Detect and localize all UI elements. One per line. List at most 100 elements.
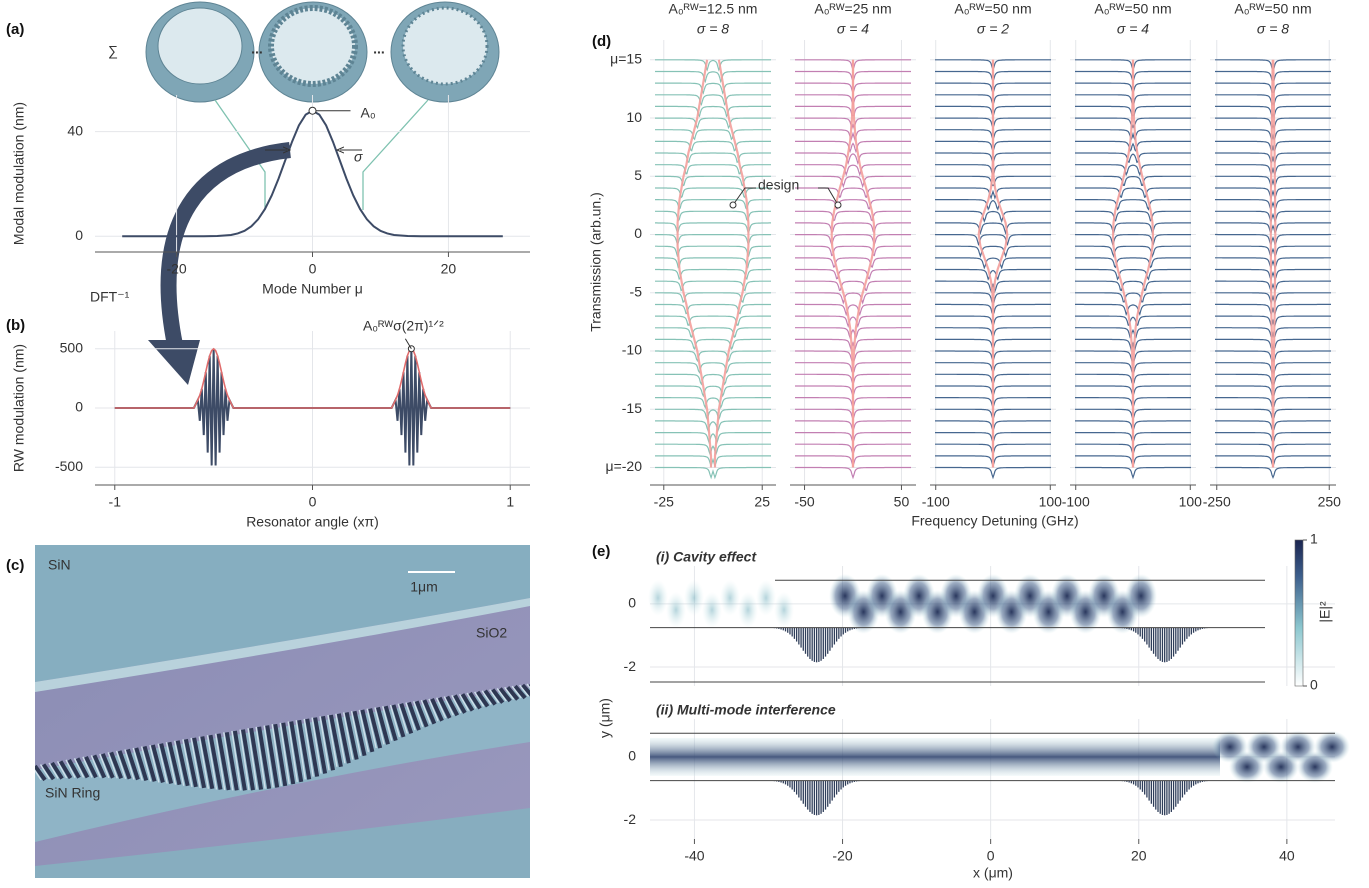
spectrum-trace — [655, 222, 771, 234]
grating-tooth-edge — [247, 728, 258, 790]
grating-tooth — [506, 686, 520, 701]
sin-bottom — [35, 808, 530, 878]
grating-tooth-edge — [157, 743, 168, 784]
spectrum-trace — [655, 94, 771, 107]
spectrum-trace — [655, 408, 771, 421]
panel-title: A₀ᴿᵂ=12.5 nm — [669, 1, 758, 17]
grating-tooth — [134, 747, 149, 782]
grating-tooth — [109, 751, 124, 779]
y-tick-label: 0 — [75, 399, 83, 415]
annotation: A₀ — [361, 104, 376, 120]
grating-tooth — [273, 723, 288, 787]
spectrum-trace — [655, 338, 771, 351]
grating-tooth-edge — [358, 709, 370, 753]
spectrum-trace — [655, 268, 771, 281]
annotation-dot — [834, 201, 842, 209]
spectrum-trace — [1075, 315, 1191, 327]
grating-tooth-edge — [48, 762, 59, 779]
spectrum-trace — [795, 152, 911, 165]
grating-tooth — [460, 693, 475, 712]
grating-tooth — [265, 725, 280, 788]
spectrum-trace — [795, 268, 911, 280]
grating-tooth-edge — [231, 730, 242, 791]
x-tick-label: -50 — [794, 494, 814, 510]
grating-tooth-edge — [496, 688, 507, 702]
spectrum-trace — [1215, 315, 1331, 327]
grating-tooth — [414, 700, 429, 728]
grating-tooth — [430, 698, 444, 722]
data-line — [114, 347, 511, 409]
grating-tooth-edge — [327, 714, 338, 767]
y-axis-title: Modal modulation (nm) — [11, 102, 27, 245]
spectrum-trace — [1075, 257, 1191, 269]
grating-tooth — [513, 684, 527, 700]
spectrum-trace — [795, 234, 911, 247]
grating-tooth — [376, 706, 390, 745]
spectrum-trace — [795, 315, 911, 329]
spectrum-trace — [1215, 164, 1331, 176]
spectrum-trace — [655, 280, 771, 292]
spectrum-trace — [655, 129, 771, 141]
grating-tooth-edge — [287, 721, 298, 782]
spectrum-trace — [1075, 245, 1191, 258]
grating-tooth-edge — [303, 718, 314, 777]
y-tick-label: -5 — [630, 283, 643, 299]
grating-tooth-edge — [39, 764, 51, 780]
spectrum-trace — [655, 152, 771, 163]
spectrum-trace — [935, 175, 1051, 187]
grating-tooth — [35, 764, 47, 782]
spectrum-trace — [1075, 466, 1191, 480]
grating-tooth-edge — [140, 746, 152, 782]
grating-tooth — [41, 763, 56, 781]
annotation: DFT⁻¹ — [90, 289, 130, 305]
x-axis-title: Resonator angle (xπ) — [246, 514, 379, 530]
spectrum-trace — [655, 350, 771, 363]
grating-tooth-edge — [214, 733, 226, 791]
x-tick-label: 100 — [1179, 494, 1203, 510]
spectrum-trace — [1075, 199, 1191, 211]
colorbar-title: |E|² — [1317, 601, 1333, 623]
x-tick-label: -1 — [109, 494, 122, 510]
sin-top-edge — [35, 598, 530, 692]
spectrum-trace — [795, 175, 911, 189]
annotation-leader — [404, 338, 412, 350]
y-tick-label: μ=-20 — [606, 458, 643, 474]
spectrum-trace — [655, 373, 771, 386]
colorbar-tick-label: 1 — [1310, 531, 1318, 547]
spectrum-trace — [795, 303, 911, 317]
grating-tooth — [422, 699, 437, 725]
grating-tooth — [305, 718, 320, 777]
y-axis-title: RW modulation (nm) — [11, 344, 27, 472]
grating-tooth — [67, 758, 81, 779]
grating-tooth-edge — [366, 708, 377, 749]
grating-tooth — [399, 703, 414, 735]
grating-tooth — [159, 743, 174, 785]
grating-tooth-edge — [451, 695, 462, 714]
spectrum-trace — [1075, 234, 1191, 246]
grating-tooth-edge — [436, 697, 447, 719]
grating-tooth — [521, 683, 530, 697]
spectrum-trace — [1075, 164, 1191, 177]
spectrum-trace — [655, 164, 771, 175]
grating-tooth-edge — [239, 729, 250, 791]
x-tick-label: 25 — [754, 494, 770, 510]
grating-tooth-edge — [389, 704, 401, 738]
spectrum-trace — [795, 117, 911, 130]
grating-tooth — [475, 690, 490, 708]
spectrum-trace — [1215, 327, 1331, 339]
grating-tooth — [407, 701, 421, 731]
grating-tooth — [281, 722, 296, 785]
spectrum-trace — [935, 234, 1051, 247]
field-blob — [666, 591, 686, 628]
grating-tooth-edge — [335, 713, 346, 764]
x-tick-label: 1 — [506, 494, 514, 510]
grating-tooth-edge — [319, 716, 330, 771]
spectrum-trace — [655, 432, 771, 445]
field-blob — [702, 591, 722, 628]
spectrum-trace — [1074, 280, 1192, 292]
spectrum-trace — [795, 338, 911, 352]
y-tick-label: 40 — [67, 122, 83, 138]
grating-tooth-edge — [420, 699, 431, 724]
x-tick-label: 40 — [1279, 848, 1295, 864]
